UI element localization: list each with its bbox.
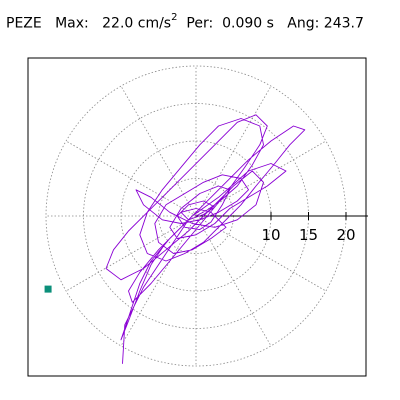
max-unit: cm/s xyxy=(137,15,172,32)
grid-spoke-240 xyxy=(120,215,197,347)
angle-label: Ang: xyxy=(287,15,320,32)
peak-marker xyxy=(44,285,52,293)
radial-tick-label-15: 15 xyxy=(299,226,318,244)
station-code: PEZE xyxy=(6,15,42,32)
trace-line xyxy=(105,114,306,364)
chart-header: PEZE Max: 22.0 cm/s2 Per: 0.090 s Ang: 2… xyxy=(6,12,364,32)
peak-marker-layer xyxy=(44,285,52,293)
max-label: Max: xyxy=(55,15,89,32)
radial-tick-label-10: 10 xyxy=(261,226,280,244)
motion-trace xyxy=(105,114,306,364)
grid-spoke-300 xyxy=(195,215,272,347)
grid-spoke-150 xyxy=(65,140,197,217)
radial-tick-label-20: 20 xyxy=(336,226,355,244)
period-value: 0.090 s xyxy=(222,15,274,32)
grid-spoke-60 xyxy=(195,85,272,217)
angle-value: 243.7 xyxy=(323,15,364,32)
max-value: 22.0 xyxy=(102,15,134,32)
plot-frame xyxy=(27,57,367,377)
radial-axis: 10 15 20 xyxy=(196,212,368,244)
period-label: Per: xyxy=(186,15,214,32)
max-unit-exponent: 2 xyxy=(171,12,178,23)
grid-spoke-120 xyxy=(120,85,197,217)
grid-spoke-210 xyxy=(65,215,197,292)
